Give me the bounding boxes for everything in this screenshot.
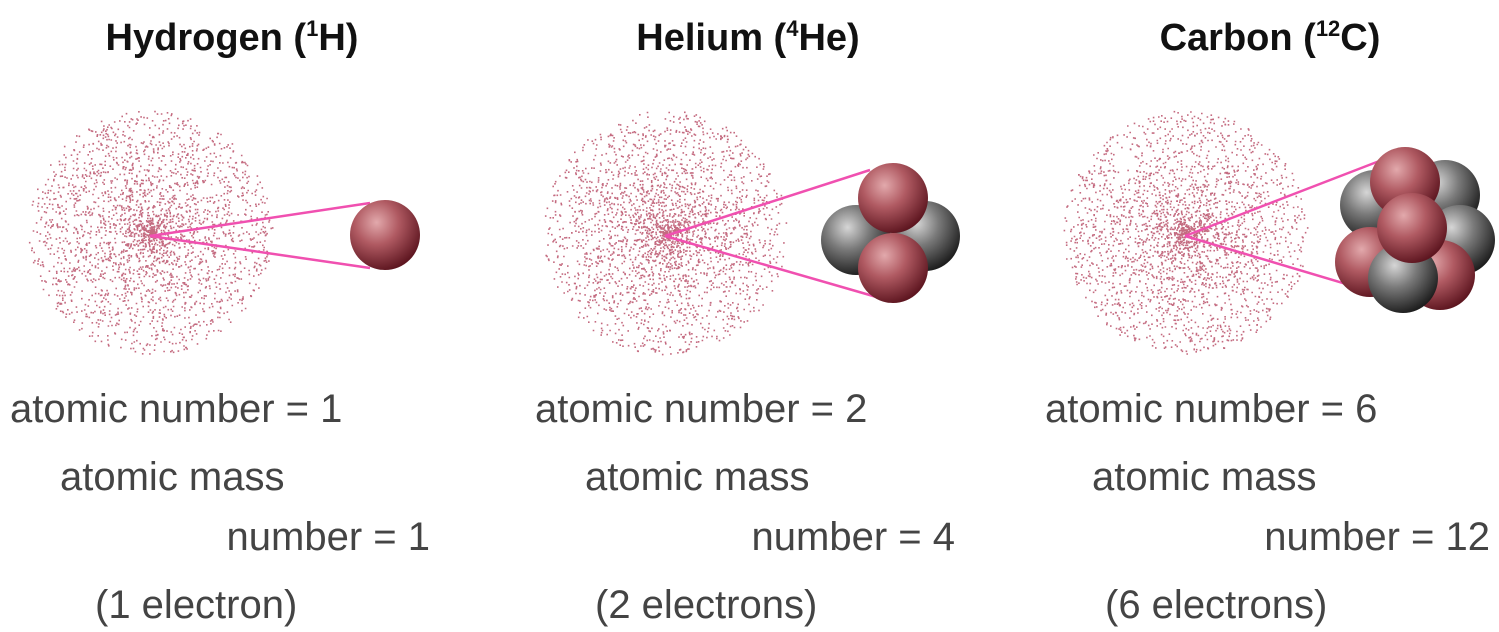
zoom-line xyxy=(664,234,881,300)
electron-cloud xyxy=(544,111,788,356)
atomic-number: atomic number = 1 xyxy=(10,387,342,431)
element-name: Helium ( xyxy=(636,17,786,59)
proton xyxy=(350,200,420,270)
atom-title: Helium (4He) xyxy=(636,16,859,59)
zoom-line xyxy=(664,168,871,238)
zoom-line xyxy=(149,201,371,238)
mass-number: number = 4 xyxy=(752,515,955,559)
atomic-number: atomic number = 2 xyxy=(535,387,867,431)
electron-count: (2 electrons) xyxy=(595,583,817,627)
mass-number: number = 12 xyxy=(1264,515,1490,559)
element-symbol: He) xyxy=(798,17,859,59)
element-symbol: C) xyxy=(1340,17,1380,59)
zoom-line xyxy=(1184,153,1396,238)
element-name: Hydrogen ( xyxy=(106,17,307,59)
mass-label: atomic mass xyxy=(60,455,285,499)
electron-cloud xyxy=(1063,110,1309,355)
mass-number: number = 1 xyxy=(227,515,430,559)
atom-panel: Carbon (12C) atomic number = 6 atomic mass… xyxy=(1045,16,1495,627)
proton xyxy=(1377,193,1447,263)
atom-title: Hydrogen (1H) xyxy=(106,16,359,59)
mass-label: atomic mass xyxy=(585,455,810,499)
mass-label: atomic mass xyxy=(1092,455,1317,499)
atom-panel: Helium (4He) atomic number = 2 atomic mass… xyxy=(535,16,960,627)
isotope-mass: 4 xyxy=(786,16,799,41)
electron-cloud xyxy=(28,110,274,355)
atom-panel: Hydrogen (1H) atomic number = 1 atomic mas… xyxy=(10,16,430,627)
isotope-mass: 12 xyxy=(1316,16,1340,41)
atomic-number: atomic number = 6 xyxy=(1045,387,1377,431)
element-symbol: H) xyxy=(318,17,358,59)
element-name: Carbon ( xyxy=(1160,17,1317,59)
electron-count: (6 electrons) xyxy=(1105,583,1327,627)
proton xyxy=(858,163,928,233)
proton xyxy=(858,233,928,303)
zoom-line xyxy=(149,234,371,270)
isotope-mass: 1 xyxy=(306,16,318,41)
atom-title: Carbon (12C) xyxy=(1160,16,1381,59)
electron-count: (1 electron) xyxy=(95,583,297,627)
